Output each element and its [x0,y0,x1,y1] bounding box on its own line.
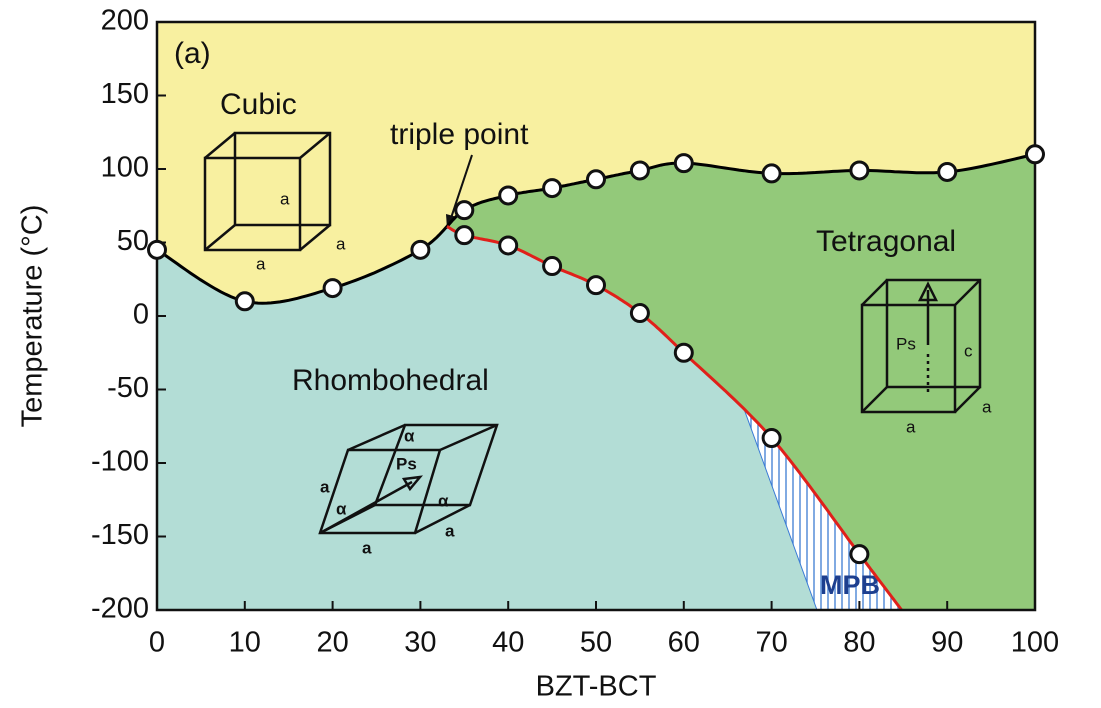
cell-label: c [964,341,973,360]
cell-label: a [320,477,330,496]
cell-label: α [336,499,347,518]
tetragonal-cell: Ps c a a [860,278,992,436]
data-point [410,239,431,260]
data-point [147,239,167,260]
data-point [586,169,606,190]
y-tick-label: -200 [91,593,149,625]
x-tick-label: 30 [404,627,436,659]
data-point [542,256,563,277]
cell-label: a [256,254,266,273]
x-tick-label: 60 [668,627,700,659]
data-point [761,163,782,184]
annotation-arrow [450,154,473,219]
overlay: a a a Ps c a a α α α Ps [156,37,1036,611]
data-point [542,178,563,199]
data-point [629,160,650,181]
data-point [322,278,343,299]
data-point [673,342,694,363]
y-tick-label: 100 [101,152,149,184]
x-tick-label: 80 [843,627,875,659]
x-tick-label: 0 [149,627,165,659]
data-point [937,161,958,182]
data-point [629,303,650,324]
annotation: Rhombohedral [292,364,489,397]
data-point [673,153,694,174]
data-point [454,225,475,246]
cell-label: Ps [396,454,417,473]
data-point [1025,144,1045,165]
data-point [849,544,870,565]
y-tick-label: 50 [117,225,149,257]
cell-label: a [982,397,992,416]
cell-label: α [438,491,449,510]
data-point [454,200,475,221]
rhombohedral-region [157,226,902,610]
cell-label: a [362,538,372,557]
annotation: MPB [820,570,880,600]
boundary-curve [446,225,903,611]
y-tick-label: 150 [101,78,149,110]
x-tick-label: 100 [1011,627,1059,659]
data-point [761,428,782,449]
data-point [849,160,870,181]
cell-label: a [445,521,455,540]
cell-label: a [280,189,290,208]
x-tick-label: 40 [492,627,524,659]
annotation: triple point [390,118,529,151]
x-tick-label: 70 [755,627,787,659]
data-point [498,185,519,206]
x-tick-label: 20 [316,627,348,659]
cell-label: a [906,417,916,436]
rhombohedral-cell: α α α Ps a a a [318,423,499,557]
x-axis-label: BZT-BCT [536,671,657,703]
y-tick-label: 0 [133,299,149,331]
y-tick-label: -150 [91,519,149,551]
annotation: Tetragonal [816,225,956,258]
cell-label: Ps [896,334,916,353]
data-point [498,235,519,256]
y-tick-label: -100 [91,446,149,478]
y-tick-label: -50 [107,372,149,404]
cell-label: α [404,426,415,445]
x-tick-label: 90 [931,627,963,659]
x-tick-label: 10 [229,627,261,659]
panel-label: (a) [174,37,211,70]
y-tick-label: 200 [101,5,149,37]
data-point [586,275,606,296]
cell-label: a [336,234,346,253]
y-axis-label: Temperature (°C) [17,205,49,428]
data-point [234,291,255,312]
cubic-cell: a a a [203,131,346,273]
boundary-curve [156,152,1036,305]
x-tick-label: 50 [580,627,612,659]
annotation: Cubic [220,88,297,121]
